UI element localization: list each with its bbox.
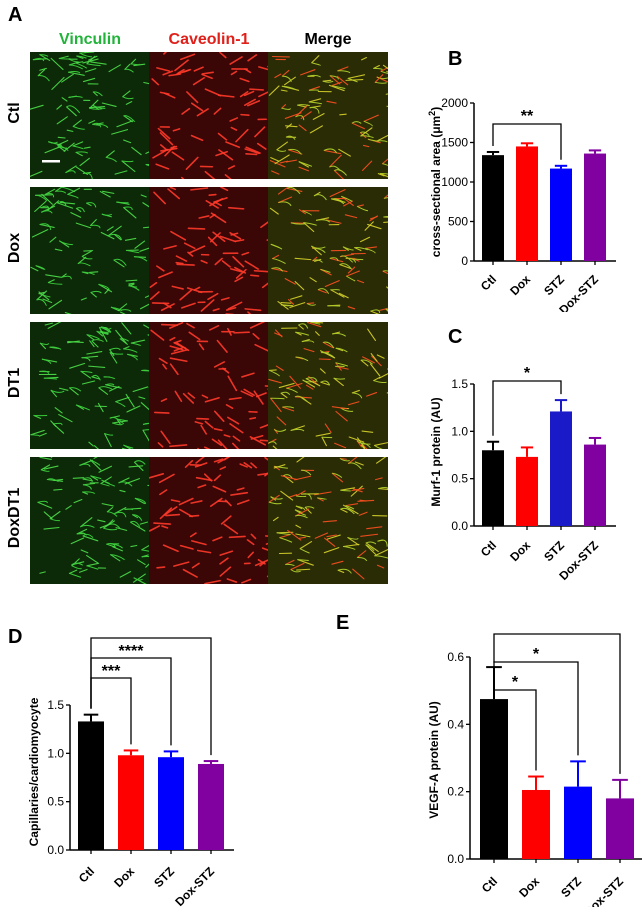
significance-label: * xyxy=(512,674,519,691)
y-tick-label: 1500 xyxy=(441,136,468,150)
bar-ctl xyxy=(482,155,504,261)
bar-stz xyxy=(564,786,592,859)
micrograph-tile xyxy=(149,322,269,449)
chart-c-murf1: 0.0 0.5 1.0 1.5 Murf-1 protein (AU) Ctl Dox STZ… xyxy=(429,365,616,582)
x-tick-label: STZ xyxy=(558,874,584,900)
bar-stz xyxy=(550,411,572,526)
chart-e-vegfa: 0.0 0.2 0.4 0.6 VEGF-A protein (AU) Ctl Dox STZ… xyxy=(427,632,642,907)
micrograph-tile xyxy=(268,322,388,449)
x-tick-label: STZ xyxy=(151,864,177,890)
y-tick-label: 0.6 xyxy=(447,650,464,664)
column-label-vinculin: Vinculin xyxy=(59,31,121,48)
row-label-ctl: Ctl xyxy=(6,102,23,124)
y-tick-label: 0 xyxy=(461,254,468,268)
bar-dox-stz xyxy=(198,763,224,850)
y-tick-label: 0.0 xyxy=(47,843,64,857)
micrograph-tile xyxy=(30,52,150,179)
micrograph-tile xyxy=(30,457,150,584)
y-tick-label: 0.0 xyxy=(451,519,468,533)
significance-label: * xyxy=(554,632,561,635)
bar-dox-stz xyxy=(584,444,606,526)
x-tick-label: Dox xyxy=(516,874,542,900)
x-tick-label: Dox-STZ xyxy=(172,864,217,907)
x-tick-label: Ctl xyxy=(76,864,97,885)
y-tick-label: 2000 xyxy=(441,96,468,110)
x-tick-label: Ctl xyxy=(478,538,499,559)
row-label-dox: Dox xyxy=(6,232,23,264)
x-tick-label: Dox xyxy=(111,864,137,890)
bar-ctl xyxy=(480,699,508,859)
micrograph-tile xyxy=(268,52,388,179)
bar-dox xyxy=(516,456,538,526)
significance-label: ** xyxy=(521,108,534,125)
y-axis-label: Murf-1 protein (AU) xyxy=(429,397,443,506)
significance-bracket xyxy=(493,661,579,756)
y-axis-label: cross-sectional area (μm2) xyxy=(427,107,443,257)
significance-label: **** xyxy=(119,643,145,660)
x-tick-label: Dox-STZ xyxy=(581,874,626,907)
bar-dox xyxy=(516,146,538,261)
bar-ctl xyxy=(78,721,104,850)
micrograph-tile xyxy=(149,52,269,179)
bar-dox-stz xyxy=(584,153,606,261)
panel-label-c: C xyxy=(448,326,463,348)
micrograph-tile xyxy=(268,187,388,314)
bar-dox xyxy=(522,789,550,859)
significance-bracket xyxy=(492,380,562,436)
y-tick-label: 0.5 xyxy=(451,472,468,486)
micrograph-tile xyxy=(149,187,269,314)
y-tick-label: 1.5 xyxy=(47,698,64,712)
micrograph-tile xyxy=(30,322,150,449)
y-tick-label: 0.4 xyxy=(447,717,464,731)
x-tick-label: Dox xyxy=(507,272,533,298)
bar-stz xyxy=(158,757,184,850)
x-tick-label: STZ xyxy=(541,272,567,298)
bar-ctl xyxy=(482,450,504,526)
significance-bracket xyxy=(492,123,562,160)
micrograph-tile xyxy=(149,457,269,584)
x-tick-label: Ctl xyxy=(478,272,499,293)
panel-label-d: D xyxy=(8,626,23,648)
micrograph-tile xyxy=(30,187,150,314)
y-tick-label: 500 xyxy=(448,215,468,229)
significance-label: **** xyxy=(139,632,165,640)
significance-label: * xyxy=(524,365,531,382)
y-axis-label: VEGF-A protein (AU) xyxy=(427,701,441,819)
significance-label: * xyxy=(533,646,540,663)
bar-dox xyxy=(118,755,144,850)
x-tick-label: STZ xyxy=(541,538,567,564)
panel-label-b: B xyxy=(448,48,463,70)
y-axis-label: Capillaries/cardiomyocyte xyxy=(27,697,41,846)
bar-stz xyxy=(550,168,572,261)
y-tick-label: 0.5 xyxy=(47,795,64,809)
y-tick-label: 1.5 xyxy=(451,377,468,391)
bar-dox-stz xyxy=(606,798,634,859)
column-label-merge: Merge xyxy=(304,31,352,48)
y-tick-label: 1.0 xyxy=(47,746,64,760)
chart-d-capillaries: 0.0 0.5 1.0 1.5 Capillaries/cardiomyocyte Ctl… xyxy=(27,632,234,907)
significance-label: *** xyxy=(102,663,121,680)
column-label-caveolin: Caveolin-1 xyxy=(168,31,250,48)
y-tick-label: 0.2 xyxy=(447,785,464,799)
x-tick-label: Ctl xyxy=(479,874,500,895)
significance-bracket xyxy=(493,661,537,771)
significance-bracket xyxy=(90,637,212,756)
y-tick-label: 0.0 xyxy=(447,852,464,866)
row-label-doxdt1: DoxDT1 xyxy=(6,487,23,549)
y-tick-label: 1.0 xyxy=(451,424,468,438)
y-tick-label: 1000 xyxy=(441,175,468,189)
x-tick-label: Dox xyxy=(507,538,533,564)
panel-label-a: A xyxy=(8,4,23,26)
significance-bracket xyxy=(493,633,621,774)
panel-label-e: E xyxy=(336,612,350,634)
micrograph-tile xyxy=(268,457,388,584)
row-label-dt1: DT1 xyxy=(6,367,23,399)
